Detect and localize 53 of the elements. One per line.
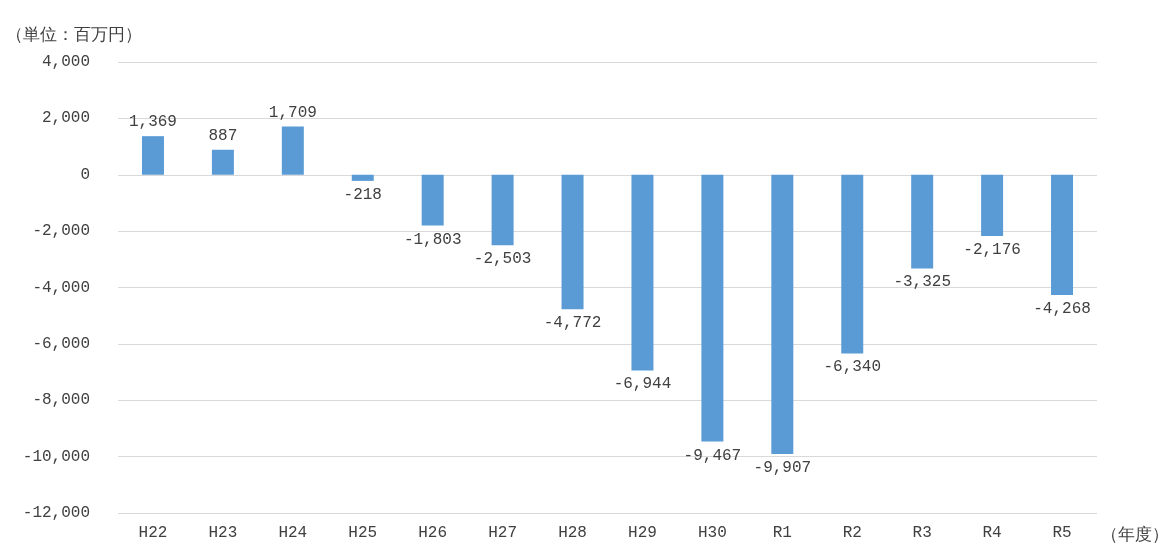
bar [631,174,654,371]
y-tick-label: -10,000 [22,447,90,466]
x-tick-label: R2 [842,524,862,542]
x-tick-label: R3 [912,524,932,542]
data-label: -9,467 [683,446,742,465]
bar [841,174,864,354]
data-label: 1,709 [268,103,317,122]
bar [1051,174,1074,296]
data-label: 887 [208,126,238,145]
x-tick-label: H23 [208,524,238,542]
data-label: -2,176 [963,241,1021,260]
x-axis-title: （年度） [1101,525,1169,545]
y-tick-label: -4,000 [32,278,90,297]
x-tick-label: H27 [488,524,518,542]
x-tick-label: H30 [697,524,727,542]
y-axis-title: （単位：百万円） [6,26,142,45]
data-label: -6,944 [613,375,672,394]
x-tick-label: R5 [1052,524,1072,542]
x-tick-label: R4 [982,524,1002,542]
x-tick-label: H22 [138,524,168,542]
data-label: 1,369 [128,113,177,132]
data-label: -9,907 [753,459,812,477]
bar [351,174,374,181]
data-label: -1,803 [403,230,462,249]
data-label: -6,340 [823,358,882,377]
bar [141,136,164,175]
y-tick-label: 4,000 [41,53,90,71]
bar [211,149,234,175]
x-tick-label: H28 [558,524,587,542]
x-tick-label: R1 [772,524,792,542]
y-tick-label: 2,000 [41,109,90,128]
y-tick-label: -8,000 [32,391,90,410]
y-tick-label: -2,000 [32,222,90,241]
data-label: -2,503 [473,250,532,269]
y-tick-label: 0 [80,165,90,184]
data-label: -4,772 [543,314,602,333]
bar [981,174,1004,237]
data-label: -4,268 [1033,300,1091,319]
x-tick-label: H29 [628,524,657,542]
bar [701,174,724,442]
bar [281,126,304,175]
y-tick-label: -12,000 [22,504,90,522]
data-label: -3,325 [893,273,951,292]
bar [491,174,514,246]
bar [421,174,444,226]
bar [911,174,934,269]
bar [771,174,794,454]
y-tick-label: -6,000 [32,334,90,353]
x-tick-label: H25 [348,524,378,542]
x-tick-label: H24 [278,524,308,542]
data-label: -218 [343,185,382,204]
x-tick-label: H26 [418,524,448,542]
bar [561,174,584,310]
